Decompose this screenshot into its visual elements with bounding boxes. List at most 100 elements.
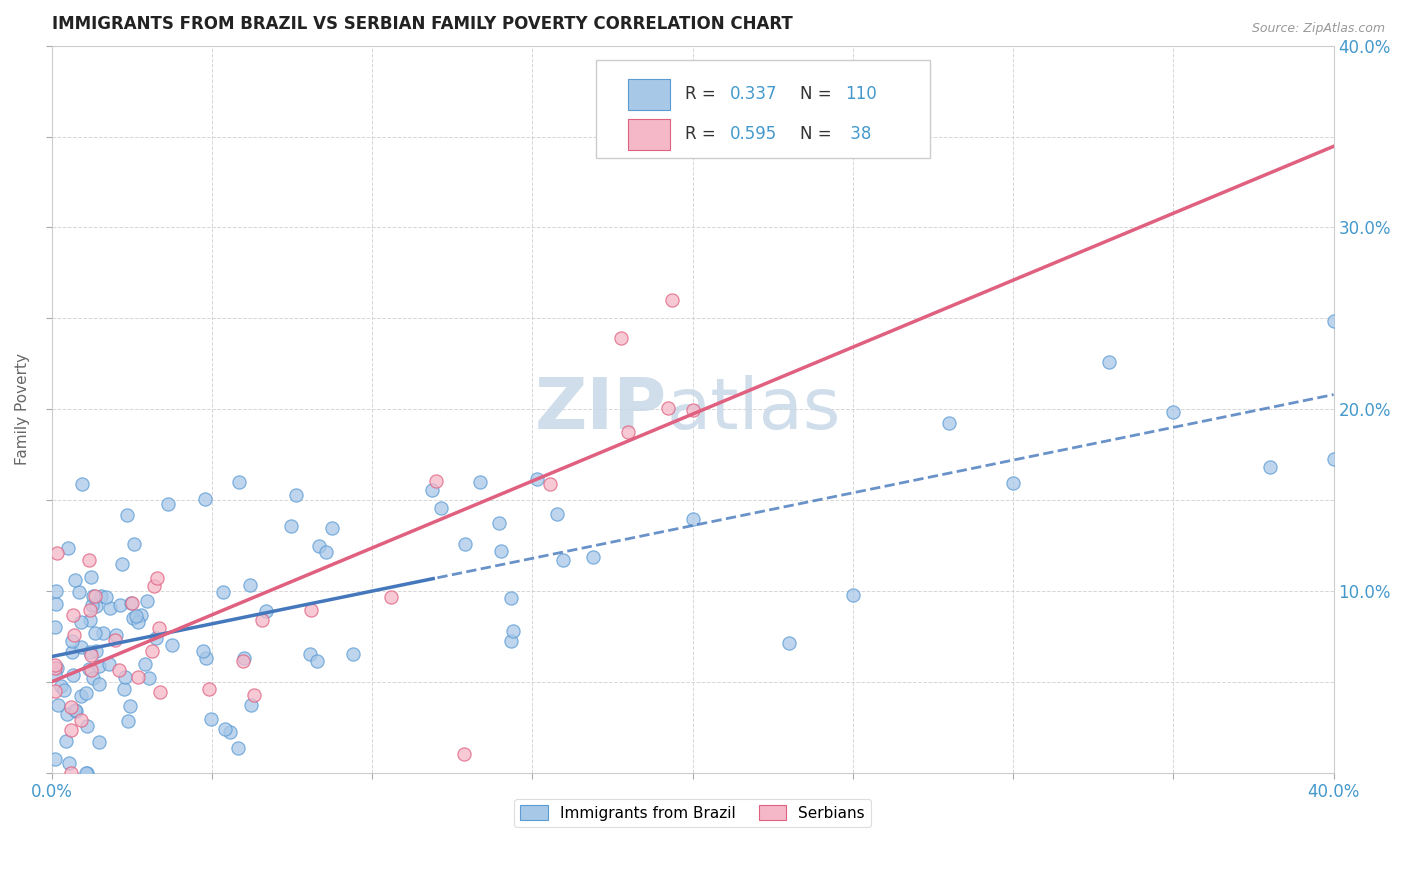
Point bbox=[44, 657, 66, 672]
Point bbox=[98, 657, 121, 671]
Point bbox=[125, 608, 148, 623]
Point bbox=[553, 552, 575, 566]
Point bbox=[145, 631, 167, 645]
Point bbox=[162, 638, 184, 652]
Point bbox=[44, 752, 66, 766]
Text: Source: ZipAtlas.com: Source: ZipAtlas.com bbox=[1251, 22, 1385, 36]
Point bbox=[617, 425, 640, 439]
Point bbox=[112, 682, 135, 697]
Point bbox=[49, 679, 72, 693]
Point bbox=[80, 648, 103, 662]
Point bbox=[193, 644, 215, 658]
Point bbox=[141, 644, 163, 658]
Point bbox=[60, 634, 83, 648]
Point bbox=[526, 472, 548, 486]
Point bbox=[84, 644, 107, 658]
Point bbox=[59, 723, 82, 737]
Point bbox=[194, 492, 217, 507]
Point bbox=[315, 545, 337, 559]
Point bbox=[1258, 460, 1281, 475]
Point bbox=[252, 613, 274, 627]
Point bbox=[94, 591, 117, 605]
Point bbox=[44, 660, 66, 674]
Point bbox=[76, 719, 98, 733]
Point bbox=[75, 686, 97, 700]
Point bbox=[200, 712, 222, 726]
Text: ZIP: ZIP bbox=[534, 375, 666, 443]
Text: 110: 110 bbox=[845, 86, 877, 103]
Point bbox=[120, 596, 142, 610]
Point bbox=[280, 519, 302, 533]
Point bbox=[80, 569, 103, 583]
Point bbox=[44, 620, 66, 634]
Point bbox=[138, 671, 160, 685]
Point bbox=[212, 585, 235, 599]
Bar bbox=[628, 79, 669, 110]
Point bbox=[53, 682, 76, 697]
Point bbox=[83, 625, 105, 640]
Point bbox=[115, 508, 138, 522]
Point bbox=[380, 590, 402, 604]
Point bbox=[111, 557, 134, 571]
Point bbox=[501, 591, 523, 606]
Y-axis label: Family Poverty: Family Poverty bbox=[15, 353, 30, 466]
Point bbox=[62, 608, 84, 623]
Point bbox=[546, 507, 568, 521]
Point bbox=[76, 765, 98, 780]
Point bbox=[69, 689, 91, 703]
Point bbox=[89, 677, 111, 691]
Point bbox=[87, 659, 110, 673]
Point bbox=[121, 596, 143, 610]
Point bbox=[468, 475, 491, 489]
Point bbox=[70, 640, 93, 654]
Point bbox=[488, 516, 510, 531]
Point bbox=[661, 293, 683, 308]
Point bbox=[657, 401, 679, 416]
Point bbox=[425, 474, 447, 488]
Text: 0.595: 0.595 bbox=[730, 126, 778, 144]
Point bbox=[82, 589, 104, 603]
Point bbox=[610, 331, 633, 345]
Point bbox=[45, 583, 67, 598]
Point bbox=[70, 615, 93, 630]
Point bbox=[157, 497, 180, 511]
Point bbox=[104, 632, 127, 647]
Point bbox=[499, 634, 522, 648]
Point bbox=[938, 417, 960, 431]
Point bbox=[80, 663, 103, 677]
Point bbox=[46, 546, 69, 560]
Point bbox=[62, 628, 84, 642]
Point bbox=[45, 661, 67, 675]
Point bbox=[67, 585, 90, 599]
Point bbox=[79, 645, 101, 659]
Point bbox=[79, 613, 101, 627]
Point bbox=[46, 698, 69, 712]
Point bbox=[1002, 475, 1025, 490]
Point bbox=[45, 598, 67, 612]
Point bbox=[197, 681, 219, 696]
Text: N =: N = bbox=[800, 126, 837, 144]
Point bbox=[240, 698, 263, 713]
Point bbox=[453, 747, 475, 761]
Point bbox=[232, 654, 254, 668]
Point bbox=[218, 725, 240, 739]
Point bbox=[489, 544, 512, 558]
Point bbox=[134, 657, 156, 672]
Point bbox=[58, 756, 80, 770]
Point bbox=[90, 589, 112, 603]
Point bbox=[243, 688, 266, 702]
Text: R =: R = bbox=[685, 126, 721, 144]
Point bbox=[44, 683, 66, 698]
Point bbox=[105, 628, 128, 642]
Point bbox=[226, 741, 249, 756]
Point bbox=[342, 647, 364, 661]
Point bbox=[87, 735, 110, 749]
Text: 38: 38 bbox=[845, 126, 872, 144]
Point bbox=[582, 549, 605, 564]
Point bbox=[120, 699, 142, 714]
Point bbox=[55, 734, 77, 748]
Point bbox=[538, 476, 561, 491]
Point bbox=[60, 765, 83, 780]
Point bbox=[1098, 355, 1121, 369]
Point bbox=[70, 713, 93, 727]
